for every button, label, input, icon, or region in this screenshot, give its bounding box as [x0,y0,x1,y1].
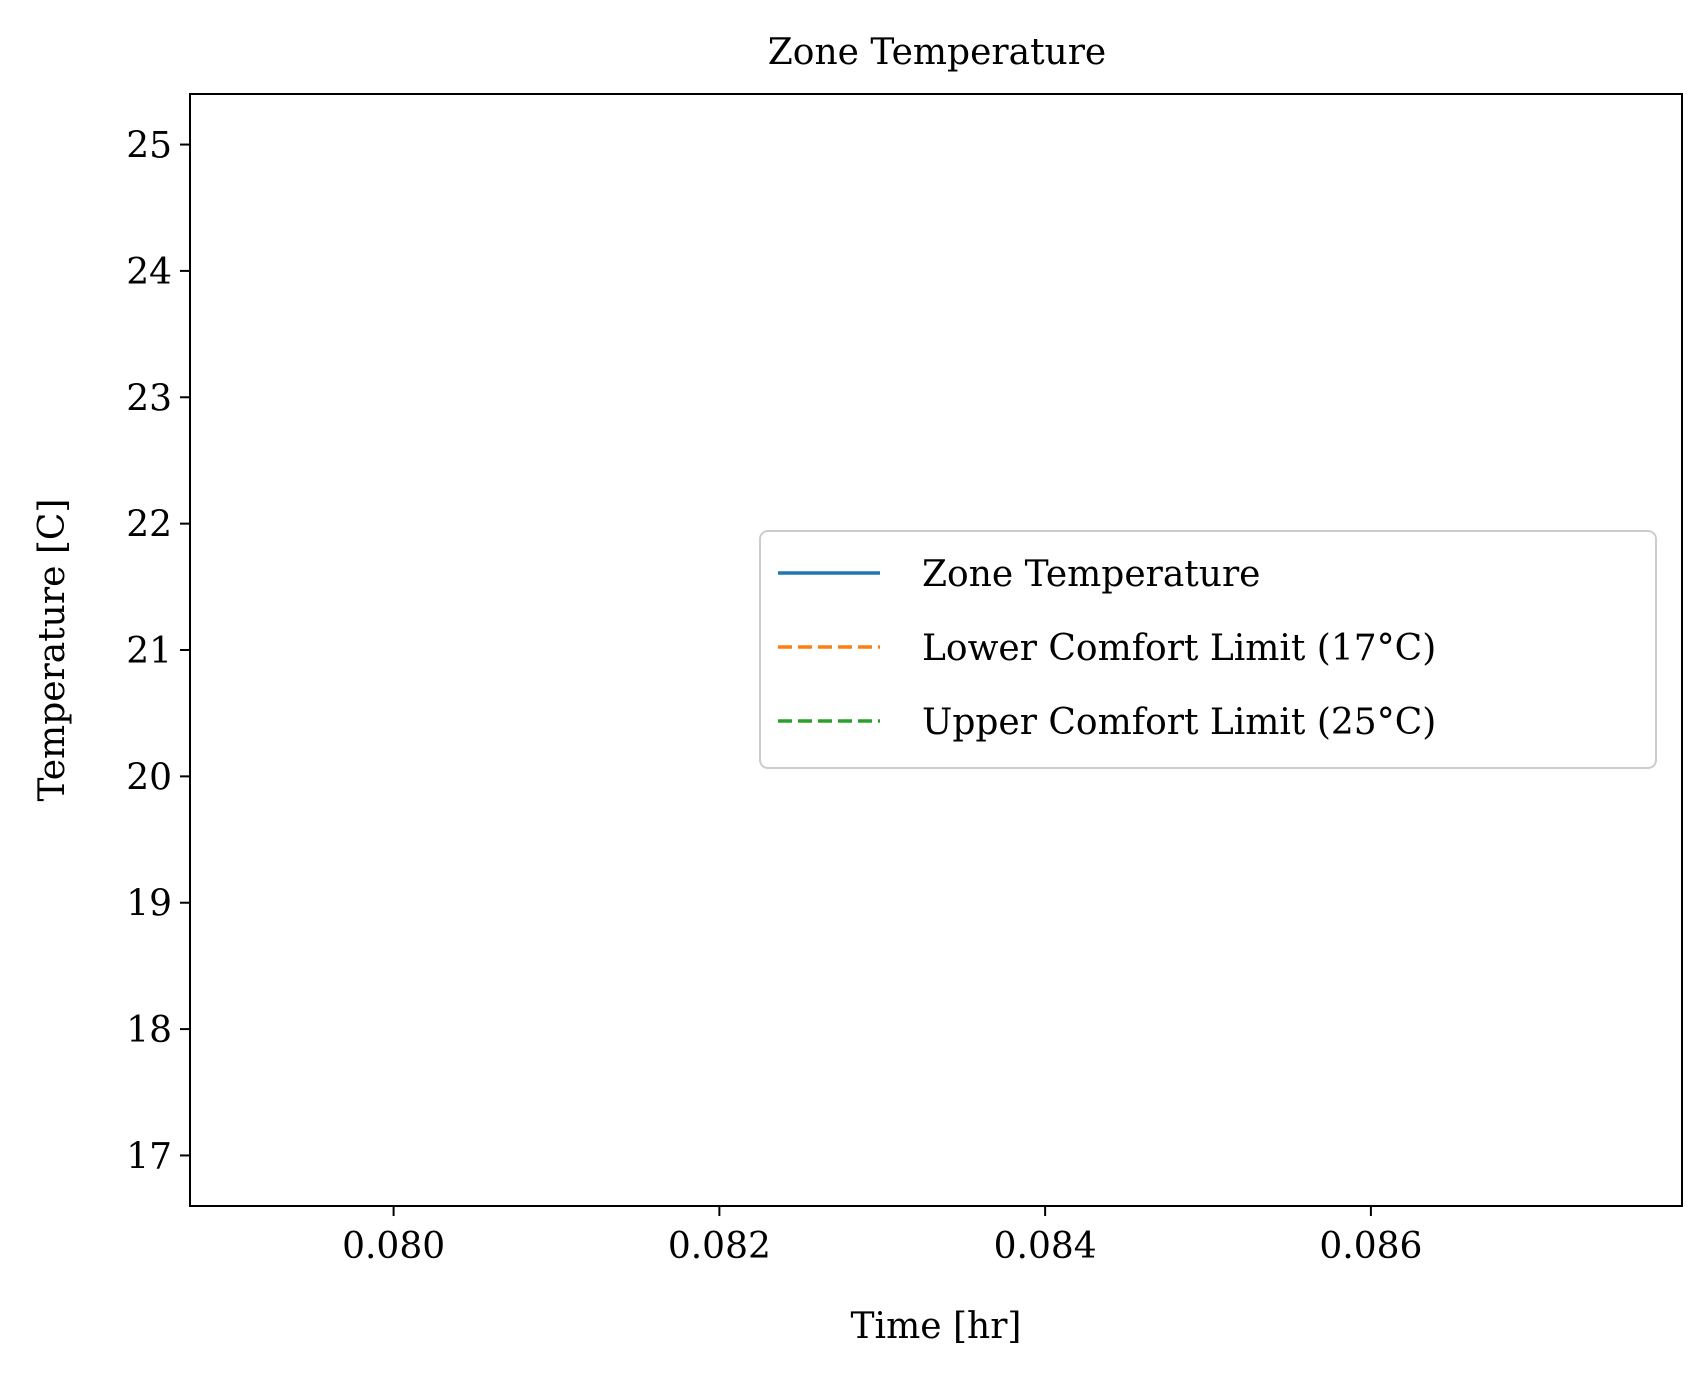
y-axis-label: Temperature [C] [32,499,73,802]
y-tick-label: 22 [126,505,172,546]
chart-title: Zone Temperature [768,32,1106,73]
x-axis-label: Time [hr] [851,1306,1022,1347]
legend-items: Zone Temperature Lower Comfort Limit (17°… [778,554,1436,743]
y-tick-label: 23 [126,378,172,419]
y-tick-label: 17 [126,1136,172,1177]
legend-label: Lower Comfort Limit (17°C) [922,628,1436,669]
y-tick-label: 25 [126,126,172,167]
legend-box [759,530,1657,769]
y-tick-label: 19 [126,884,172,925]
y-tick-label: 20 [126,757,172,798]
x-tick-label: 0.080 [342,1226,445,1267]
y-axis-ticks: 17 18 19 20 21 22 23 24 25 [126,126,190,1177]
x-tick-label: 0.082 [668,1226,771,1267]
legend: Zone Temperature Lower Comfort Limit (17°… [759,530,1657,769]
x-axis-ticks: 0.080 0.082 0.084 0.086 [342,1206,1422,1267]
y-tick-label: 24 [126,252,172,293]
legend-label: Upper Comfort Limit (25°C) [922,702,1436,743]
y-tick-label: 18 [126,1010,172,1051]
y-tick-label: 21 [126,631,172,672]
x-tick-label: 0.086 [1319,1226,1422,1267]
legend-label: Zone Temperature [922,554,1260,595]
x-tick-label: 0.084 [994,1226,1097,1267]
